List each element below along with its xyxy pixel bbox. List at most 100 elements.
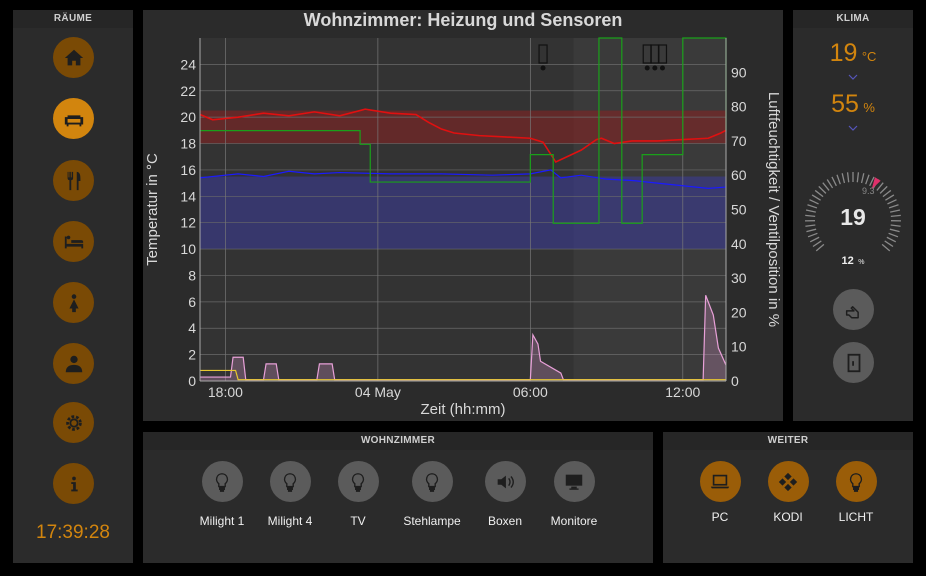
gauge-tick — [806, 228, 817, 233]
device-monitore[interactable]: Monitore — [534, 461, 614, 528]
device-label: KODI — [773, 510, 803, 524]
window-marker-frame — [538, 44, 548, 64]
sensor-chart: 0246810121416182022240102030405060708090… — [144, 37, 782, 418]
room-button-info[interactable] — [53, 463, 94, 504]
manual-mode-button[interactable] — [833, 289, 874, 330]
gauge-tick — [860, 173, 865, 184]
series-line-4 — [200, 369, 726, 381]
window-icon — [847, 353, 860, 372]
thermostat-gauge[interactable] — [801, 165, 905, 275]
klima-header: KLIMA — [793, 10, 913, 28]
device-label: Boxen — [487, 514, 523, 528]
chart-title: Wohnzimmer: Heizung und Sensoren — [303, 10, 623, 30]
gauge-tick — [890, 224, 901, 227]
gauge-tick — [805, 224, 816, 227]
window-marker — [657, 44, 668, 71]
temperature-value: 19 — [829, 39, 858, 67]
device-tv[interactable]: TV — [318, 461, 398, 528]
x-tick-label: 18:00 — [208, 384, 243, 400]
weiter-header: WEITER — [663, 432, 913, 450]
device-licht[interactable]: LICHT — [816, 461, 896, 524]
y-tick-label: 12 — [180, 215, 196, 231]
gauge-tick — [812, 240, 822, 248]
y2-tick-label: 20 — [731, 304, 747, 320]
home-icon — [64, 49, 83, 65]
device-pc-button — [699, 461, 741, 502]
y-tick-label: 16 — [180, 162, 196, 178]
person-icon — [65, 355, 82, 372]
bulb-icon — [849, 472, 863, 492]
gauge-tick — [856, 172, 860, 183]
valve-unit: % — [858, 259, 865, 266]
y2-tick-label: 60 — [731, 167, 747, 183]
series-line-0 — [199, 108, 727, 164]
y-tick-label: 22 — [180, 83, 196, 99]
y-tick-label: 0 — [188, 373, 196, 389]
gauge-tick — [814, 189, 824, 198]
room-button-settings[interactable] — [53, 402, 94, 443]
y2-tick-label: 90 — [731, 64, 747, 80]
fork-knife-icon — [67, 171, 80, 190]
x-tick-label: 06:00 — [513, 384, 548, 400]
temperature-readout[interactable]: 19 °C — [793, 39, 913, 68]
y2-tick-label: 40 — [731, 236, 747, 252]
window-marker-dot — [644, 65, 650, 71]
room-button-office[interactable] — [53, 343, 94, 384]
comfort-band-0 — [200, 176, 726, 250]
hand-pointer-icon — [845, 305, 859, 319]
gauge-tick — [822, 182, 830, 191]
chart-panel: 0 2 4 6 8 10 12 14 16 18 20 22 24 0 10 20 30 40 50 60 70 80 90… — [143, 10, 783, 421]
chevron-down-icon[interactable] — [848, 125, 858, 131]
gauge-tick — [865, 174, 870, 185]
y2-tick-label: 50 — [731, 202, 747, 218]
room-button-child[interactable] — [53, 282, 94, 323]
gauge-tick — [886, 236, 897, 243]
bulb-icon — [283, 472, 297, 492]
room-button-home[interactable] — [53, 37, 94, 78]
device-boxen-button — [484, 461, 526, 502]
gauge-tick — [805, 209, 816, 213]
gauge-tick — [882, 189, 892, 198]
device-label: Milight 1 — [199, 514, 245, 528]
humidity-readout[interactable]: 55 % — [793, 90, 913, 119]
gauge-tick — [869, 176, 875, 187]
device-licht-button — [835, 461, 877, 502]
room-button-living[interactable] — [53, 98, 94, 139]
y-tick-label: 18 — [180, 136, 196, 152]
device-stehlampe[interactable]: Stehlampe — [392, 461, 472, 528]
window-sensor-button[interactable] — [833, 342, 874, 383]
temperature-unit: °C — [861, 49, 877, 64]
valve-readout: 12 % — [793, 251, 913, 269]
y-tick-label: 14 — [180, 188, 196, 204]
series-line-2 — [200, 37, 727, 224]
speaker-icon — [497, 475, 514, 488]
gear-icon — [65, 414, 82, 431]
info-icon — [70, 476, 78, 491]
gauge-tick — [811, 194, 821, 201]
y2-tick-label: 70 — [731, 133, 747, 149]
gauge-tick — [831, 176, 837, 187]
gauge-tick — [888, 204, 899, 209]
wohnzimmer-header: WOHNZIMMER — [143, 432, 653, 450]
gauge-setpoint: 9.3 — [862, 186, 875, 196]
y-tick-label: 4 — [188, 320, 196, 336]
bulb-icon — [425, 472, 439, 492]
sofa-icon — [64, 114, 83, 126]
device-pc[interactable]: PC — [680, 461, 760, 524]
rooms-panel: RÄUME 17:39:28 — [13, 10, 133, 563]
room-button-bedroom[interactable] — [53, 221, 94, 262]
gauge-tick — [809, 236, 820, 243]
device-milight-1[interactable]: Milight 1 — [182, 461, 262, 528]
bulb-icon — [215, 472, 229, 492]
gauge-tick — [841, 173, 846, 184]
device-milight-4[interactable]: Milight 4 — [250, 461, 330, 528]
gauge-tick — [836, 174, 841, 185]
room-button-kitchen[interactable] — [53, 160, 94, 201]
bed-icon — [64, 235, 83, 248]
device-kodi[interactable]: KODI — [748, 461, 828, 524]
gauge-tick — [879, 185, 888, 194]
chevron-down-icon[interactable] — [848, 74, 858, 80]
gauge-tick — [846, 172, 850, 183]
gauge-tick — [888, 232, 899, 238]
device-boxen[interactable]: Boxen — [465, 461, 545, 528]
